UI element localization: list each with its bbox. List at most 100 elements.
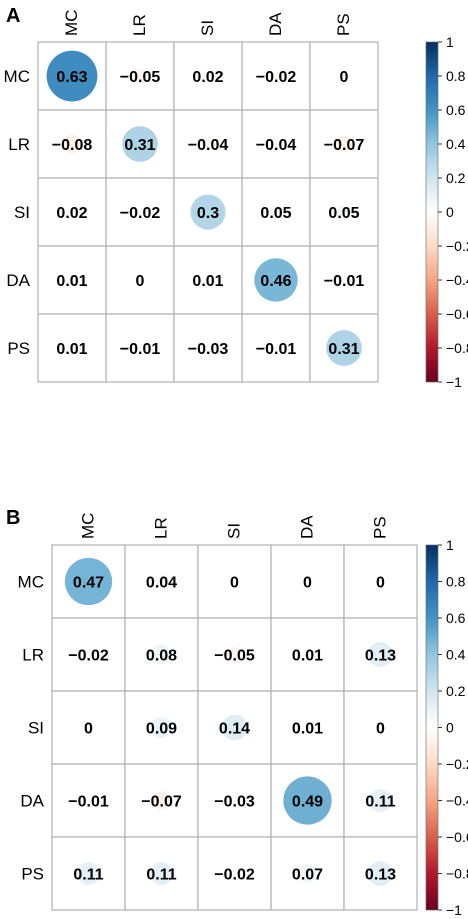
correlation-circle xyxy=(203,71,213,81)
colorbar-tick-label: 0.8 xyxy=(446,574,466,590)
cell-value-label: 0.07 xyxy=(292,867,323,884)
correlation-circle xyxy=(67,207,77,217)
grid-cell xyxy=(343,690,418,765)
colorbar-tick-label: −1 xyxy=(446,374,462,390)
cell-value-label: 0.11 xyxy=(365,794,395,811)
grid-cell xyxy=(173,109,243,179)
correlation-circle xyxy=(85,797,92,804)
correlation-circle xyxy=(221,714,248,741)
cell-value-label: −0.04 xyxy=(188,137,229,154)
cell-value-label: 0.31 xyxy=(124,137,155,154)
correlation-circle xyxy=(201,137,215,151)
column-label: SI xyxy=(225,523,244,539)
correlation-circle xyxy=(283,776,332,825)
correlation-panel-a: A MC LR SI DA PS MC LR SI DA PS 0.63 −0.05 0.02 −0.02 0… xyxy=(4,5,468,390)
correlation-circle xyxy=(228,794,241,807)
cell-value-label: 0.04 xyxy=(146,575,177,592)
row-label: PS xyxy=(7,339,30,358)
cell-value-label: −0.02 xyxy=(68,648,109,665)
cell-value-label: 0.01 xyxy=(292,721,323,738)
colorbar-tick-label: −0.6 xyxy=(446,306,468,322)
cell-value-label: −0.05 xyxy=(120,69,161,86)
correlation-panel-b: B MC LR SI DA PS MC LR SI DA PS 0.47 0.04 0 0 0 −0.02 0.0… xyxy=(6,507,468,918)
cell-value-label: −0.01 xyxy=(324,273,365,290)
correlation-circle xyxy=(229,868,240,879)
colorbar-tick-label: 0.2 xyxy=(446,170,466,186)
correlation-circle xyxy=(190,194,226,230)
row-label: MC xyxy=(4,67,30,86)
colorbar-tick-label: 0.4 xyxy=(446,136,466,152)
panel-label: A xyxy=(6,5,20,27)
cell-value-label: 0.31 xyxy=(328,341,359,358)
cell-value-label: 0.13 xyxy=(365,867,396,884)
correlation-circle xyxy=(152,791,171,810)
column-label: PS xyxy=(334,13,353,36)
cell-value-label: −0.01 xyxy=(120,341,161,358)
correlation-circle xyxy=(304,724,311,731)
correlation-circle xyxy=(68,344,76,352)
correlation-circle xyxy=(77,862,100,885)
correlation-circle xyxy=(83,649,94,660)
cell-value-label: 0 xyxy=(230,575,239,592)
correlation-circle xyxy=(368,642,393,667)
column-label: LR xyxy=(130,14,149,36)
colorbar-tick-label: 0 xyxy=(446,720,454,736)
grid-cell xyxy=(124,544,199,619)
colorbar-tick-label: 0.4 xyxy=(446,647,466,663)
correlation-circle xyxy=(298,864,317,883)
cell-value-label: 0.01 xyxy=(56,273,87,290)
correlation-circle xyxy=(132,68,148,84)
row-label: LR xyxy=(22,646,44,665)
colorbar-tick-label: 0.2 xyxy=(446,683,466,699)
grid-cell xyxy=(343,544,418,619)
cell-value-label: 0.01 xyxy=(192,273,223,290)
correlation-circle xyxy=(268,204,284,220)
correlation-circle xyxy=(122,126,158,162)
correlation-circle xyxy=(135,207,145,217)
cell-value-label: 0.05 xyxy=(260,205,291,222)
cell-value-label: 0 xyxy=(376,575,385,592)
correlation-circle xyxy=(64,557,113,606)
row-label: LR xyxy=(8,135,30,154)
colorbar-tick-label: −0.8 xyxy=(446,866,468,882)
row-label: SI xyxy=(28,719,44,738)
correlation-circle xyxy=(226,646,243,663)
cell-value-label: 0.14 xyxy=(219,721,250,738)
column-label: MC xyxy=(62,10,81,36)
row-label: SI xyxy=(14,203,30,222)
grid-cell xyxy=(241,177,311,247)
cell-value-label: −0.03 xyxy=(214,794,255,811)
cell-value-label: 0.08 xyxy=(146,648,177,665)
cell-value-label: 0.01 xyxy=(292,648,323,665)
correlation-circle xyxy=(62,134,82,154)
correlation-circle xyxy=(269,137,283,151)
correlation-circle xyxy=(326,330,362,366)
cell-value-label: −0.02 xyxy=(256,69,297,86)
correlation-circle xyxy=(368,861,393,886)
correlation-circle xyxy=(204,276,212,284)
column-label: LR xyxy=(152,517,171,539)
correlation-circle xyxy=(151,717,172,738)
colorbar-tick-label: −0.2 xyxy=(446,756,468,772)
cell-value-label: −0.07 xyxy=(141,794,182,811)
panel-label: B xyxy=(6,507,20,529)
cell-value-label: 0.09 xyxy=(146,721,177,738)
correlation-circle xyxy=(335,135,353,153)
colorbar-tick-label: −0.2 xyxy=(446,238,468,254)
correlation-circle xyxy=(154,574,169,589)
column-label: SI xyxy=(198,20,217,36)
correlation-circle xyxy=(336,204,352,220)
cell-value-label: 0.01 xyxy=(56,341,87,358)
cell-value-label: 0.46 xyxy=(260,273,291,290)
row-label: MC xyxy=(18,573,44,592)
column-label: MC xyxy=(79,513,98,539)
cell-value-label: −0.02 xyxy=(120,205,161,222)
colorbar-tick-label: −0.6 xyxy=(446,829,468,845)
colorbar xyxy=(425,544,439,911)
correlation-circle xyxy=(272,344,280,352)
cell-value-label: −0.01 xyxy=(256,341,297,358)
colorbar xyxy=(425,41,439,383)
grid-cell xyxy=(105,245,175,315)
colorbar-tick-label: −0.4 xyxy=(446,272,468,288)
